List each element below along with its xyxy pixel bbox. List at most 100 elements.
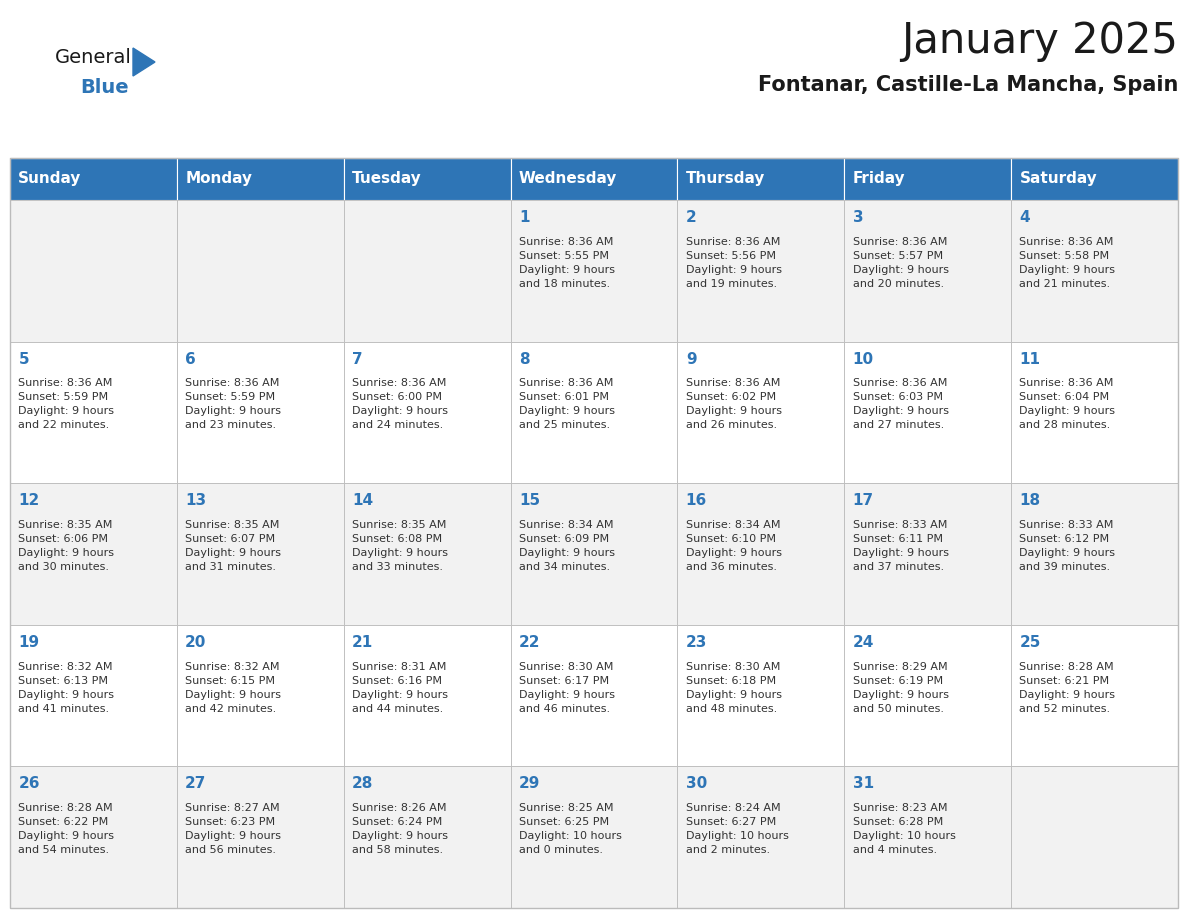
Bar xyxy=(845,625,1011,767)
Text: 30: 30 xyxy=(685,777,707,791)
Text: Sunrise: 8:30 AM
Sunset: 6:17 PM
Daylight: 9 hours
and 46 minutes.: Sunrise: 8:30 AM Sunset: 6:17 PM Dayligh… xyxy=(519,662,615,713)
Text: 20: 20 xyxy=(185,634,207,650)
Text: 2: 2 xyxy=(685,210,696,225)
Text: 21: 21 xyxy=(352,634,373,650)
Text: 31: 31 xyxy=(853,777,873,791)
Bar xyxy=(177,767,343,908)
Text: Sunrise: 8:32 AM
Sunset: 6:15 PM
Daylight: 9 hours
and 42 minutes.: Sunrise: 8:32 AM Sunset: 6:15 PM Dayligh… xyxy=(185,662,282,713)
Bar xyxy=(343,767,511,908)
Bar xyxy=(1011,483,1178,625)
Text: Fontanar, Castille-La Mancha, Spain: Fontanar, Castille-La Mancha, Spain xyxy=(758,75,1178,95)
Bar xyxy=(343,158,511,200)
Text: Sunrise: 8:25 AM
Sunset: 6:25 PM
Daylight: 10 hours
and 0 minutes.: Sunrise: 8:25 AM Sunset: 6:25 PM Dayligh… xyxy=(519,803,621,856)
Text: 13: 13 xyxy=(185,493,207,508)
Text: Blue: Blue xyxy=(80,78,128,97)
Bar xyxy=(177,158,343,200)
Text: Sunrise: 8:30 AM
Sunset: 6:18 PM
Daylight: 9 hours
and 48 minutes.: Sunrise: 8:30 AM Sunset: 6:18 PM Dayligh… xyxy=(685,662,782,713)
Text: Sunrise: 8:33 AM
Sunset: 6:12 PM
Daylight: 9 hours
and 39 minutes.: Sunrise: 8:33 AM Sunset: 6:12 PM Dayligh… xyxy=(1019,520,1116,572)
Bar xyxy=(1011,625,1178,767)
Text: Sunrise: 8:34 AM
Sunset: 6:09 PM
Daylight: 9 hours
and 34 minutes.: Sunrise: 8:34 AM Sunset: 6:09 PM Dayligh… xyxy=(519,520,615,572)
Text: 5: 5 xyxy=(18,352,29,366)
Bar xyxy=(10,625,177,767)
Bar xyxy=(177,625,343,767)
Bar xyxy=(10,483,177,625)
Text: 8: 8 xyxy=(519,352,530,366)
Text: 26: 26 xyxy=(18,777,40,791)
Bar xyxy=(677,158,845,200)
Text: Sunrise: 8:36 AM
Sunset: 5:58 PM
Daylight: 9 hours
and 21 minutes.: Sunrise: 8:36 AM Sunset: 5:58 PM Dayligh… xyxy=(1019,237,1116,289)
Text: Sunrise: 8:32 AM
Sunset: 6:13 PM
Daylight: 9 hours
and 41 minutes.: Sunrise: 8:32 AM Sunset: 6:13 PM Dayligh… xyxy=(18,662,114,713)
Text: 7: 7 xyxy=(352,352,362,366)
Polygon shape xyxy=(133,48,154,76)
Bar xyxy=(677,625,845,767)
Text: Sunrise: 8:23 AM
Sunset: 6:28 PM
Daylight: 10 hours
and 4 minutes.: Sunrise: 8:23 AM Sunset: 6:28 PM Dayligh… xyxy=(853,803,955,856)
Text: Sunrise: 8:36 AM
Sunset: 6:04 PM
Daylight: 9 hours
and 28 minutes.: Sunrise: 8:36 AM Sunset: 6:04 PM Dayligh… xyxy=(1019,378,1116,431)
Text: 25: 25 xyxy=(1019,634,1041,650)
Text: Sunrise: 8:29 AM
Sunset: 6:19 PM
Daylight: 9 hours
and 50 minutes.: Sunrise: 8:29 AM Sunset: 6:19 PM Dayligh… xyxy=(853,662,949,713)
Bar xyxy=(10,767,177,908)
Bar xyxy=(10,158,177,200)
Text: Sunrise: 8:34 AM
Sunset: 6:10 PM
Daylight: 9 hours
and 36 minutes.: Sunrise: 8:34 AM Sunset: 6:10 PM Dayligh… xyxy=(685,520,782,572)
Bar xyxy=(845,483,1011,625)
Bar xyxy=(1011,767,1178,908)
Bar xyxy=(677,341,845,483)
Text: 6: 6 xyxy=(185,352,196,366)
Text: 23: 23 xyxy=(685,634,707,650)
Bar xyxy=(677,483,845,625)
Text: 10: 10 xyxy=(853,352,873,366)
Text: 14: 14 xyxy=(352,493,373,508)
Text: Sunrise: 8:36 AM
Sunset: 5:56 PM
Daylight: 9 hours
and 19 minutes.: Sunrise: 8:36 AM Sunset: 5:56 PM Dayligh… xyxy=(685,237,782,289)
Bar xyxy=(10,200,177,341)
Text: Sunrise: 8:31 AM
Sunset: 6:16 PM
Daylight: 9 hours
and 44 minutes.: Sunrise: 8:31 AM Sunset: 6:16 PM Dayligh… xyxy=(352,662,448,713)
Bar xyxy=(677,767,845,908)
Text: Sunrise: 8:36 AM
Sunset: 5:59 PM
Daylight: 9 hours
and 23 minutes.: Sunrise: 8:36 AM Sunset: 5:59 PM Dayligh… xyxy=(185,378,282,431)
Bar xyxy=(1011,341,1178,483)
Text: 17: 17 xyxy=(853,493,873,508)
Bar xyxy=(10,341,177,483)
Bar xyxy=(177,200,343,341)
Bar xyxy=(511,483,677,625)
Text: Sunrise: 8:36 AM
Sunset: 6:01 PM
Daylight: 9 hours
and 25 minutes.: Sunrise: 8:36 AM Sunset: 6:01 PM Dayligh… xyxy=(519,378,615,431)
Text: 29: 29 xyxy=(519,777,541,791)
Text: Sunrise: 8:24 AM
Sunset: 6:27 PM
Daylight: 10 hours
and 2 minutes.: Sunrise: 8:24 AM Sunset: 6:27 PM Dayligh… xyxy=(685,803,789,856)
Bar xyxy=(845,200,1011,341)
Bar xyxy=(511,341,677,483)
Text: Tuesday: Tuesday xyxy=(352,172,422,186)
Text: Sunday: Sunday xyxy=(18,172,82,186)
Bar xyxy=(1011,200,1178,341)
Bar xyxy=(177,341,343,483)
Text: 24: 24 xyxy=(853,634,874,650)
Bar xyxy=(511,625,677,767)
Text: Sunrise: 8:27 AM
Sunset: 6:23 PM
Daylight: 9 hours
and 56 minutes.: Sunrise: 8:27 AM Sunset: 6:23 PM Dayligh… xyxy=(185,803,282,856)
Bar xyxy=(845,158,1011,200)
Text: 15: 15 xyxy=(519,493,541,508)
Bar xyxy=(511,200,677,341)
Bar xyxy=(511,767,677,908)
Text: Sunrise: 8:28 AM
Sunset: 6:21 PM
Daylight: 9 hours
and 52 minutes.: Sunrise: 8:28 AM Sunset: 6:21 PM Dayligh… xyxy=(1019,662,1116,713)
Bar xyxy=(845,341,1011,483)
Text: Monday: Monday xyxy=(185,172,252,186)
Bar xyxy=(343,483,511,625)
Text: 1: 1 xyxy=(519,210,530,225)
Text: Sunrise: 8:28 AM
Sunset: 6:22 PM
Daylight: 9 hours
and 54 minutes.: Sunrise: 8:28 AM Sunset: 6:22 PM Dayligh… xyxy=(18,803,114,856)
Text: Sunrise: 8:36 AM
Sunset: 6:00 PM
Daylight: 9 hours
and 24 minutes.: Sunrise: 8:36 AM Sunset: 6:00 PM Dayligh… xyxy=(352,378,448,431)
Text: General: General xyxy=(55,48,132,67)
Text: Wednesday: Wednesday xyxy=(519,172,618,186)
Text: 11: 11 xyxy=(1019,352,1041,366)
Bar xyxy=(1011,158,1178,200)
Bar xyxy=(177,483,343,625)
Bar xyxy=(10,158,1178,908)
Text: Saturday: Saturday xyxy=(1019,172,1098,186)
Text: 18: 18 xyxy=(1019,493,1041,508)
Text: Sunrise: 8:36 AM
Sunset: 6:03 PM
Daylight: 9 hours
and 27 minutes.: Sunrise: 8:36 AM Sunset: 6:03 PM Dayligh… xyxy=(853,378,949,431)
Text: Sunrise: 8:36 AM
Sunset: 5:55 PM
Daylight: 9 hours
and 18 minutes.: Sunrise: 8:36 AM Sunset: 5:55 PM Dayligh… xyxy=(519,237,615,289)
Text: 22: 22 xyxy=(519,634,541,650)
Text: January 2025: January 2025 xyxy=(902,20,1178,62)
Bar xyxy=(343,200,511,341)
Text: 4: 4 xyxy=(1019,210,1030,225)
Text: Sunrise: 8:35 AM
Sunset: 6:06 PM
Daylight: 9 hours
and 30 minutes.: Sunrise: 8:35 AM Sunset: 6:06 PM Dayligh… xyxy=(18,520,114,572)
Bar xyxy=(511,158,677,200)
Text: Sunrise: 8:36 AM
Sunset: 5:59 PM
Daylight: 9 hours
and 22 minutes.: Sunrise: 8:36 AM Sunset: 5:59 PM Dayligh… xyxy=(18,378,114,431)
Text: 16: 16 xyxy=(685,493,707,508)
Text: 27: 27 xyxy=(185,777,207,791)
